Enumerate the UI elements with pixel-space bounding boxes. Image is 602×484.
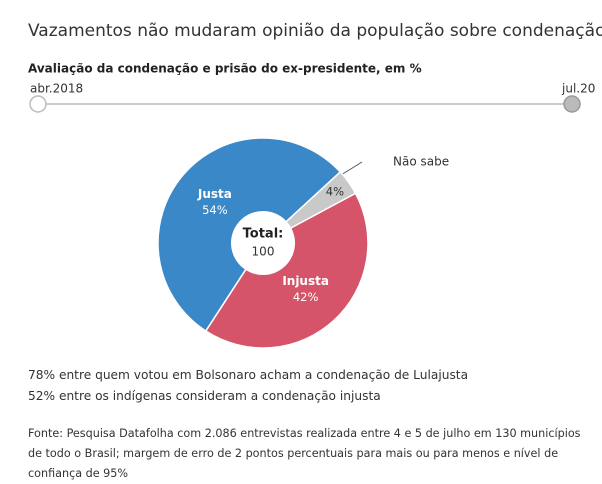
note: 78% entre quem votou em Bolsonaro acham … <box>28 368 469 382</box>
timeline-handle[interactable] <box>563 95 581 113</box>
center-hole <box>231 211 295 275</box>
chart-title: Vazamentos não mudaram opinião da popula… <box>28 21 602 41</box>
value-label: 4% <box>326 184 344 198</box>
chart-subtitle: Avaliação da condenação e prisão do ex-p… <box>28 62 422 76</box>
pie-slice <box>204 192 369 349</box>
note: 52% entre os indígenas consideram a cond… <box>28 389 381 403</box>
leader-line <box>340 161 363 176</box>
total-label: Total: <box>243 227 284 242</box>
timeline-label[interactable]: abr.2018 <box>30 82 83 96</box>
page: {"chart_data": {"type": "pie", "title": … <box>28 21 602 480</box>
value-label: 54% <box>202 203 228 217</box>
timeline-handle[interactable] <box>29 95 47 113</box>
value-label: 42% <box>293 290 319 304</box>
slice-label: Injusta <box>282 274 329 288</box>
total-value: 100 <box>252 245 275 259</box>
slice-label: Justa <box>197 187 232 201</box>
slice-label: Não sabe <box>393 155 449 169</box>
chart: Vazamentos não mudaram opinião da popula… <box>28 21 602 349</box>
source: Fonte: Pesquisa Datafolha com 2.086 entr… <box>28 427 581 480</box>
timeline-label[interactable]: jul.20 <box>561 82 595 96</box>
